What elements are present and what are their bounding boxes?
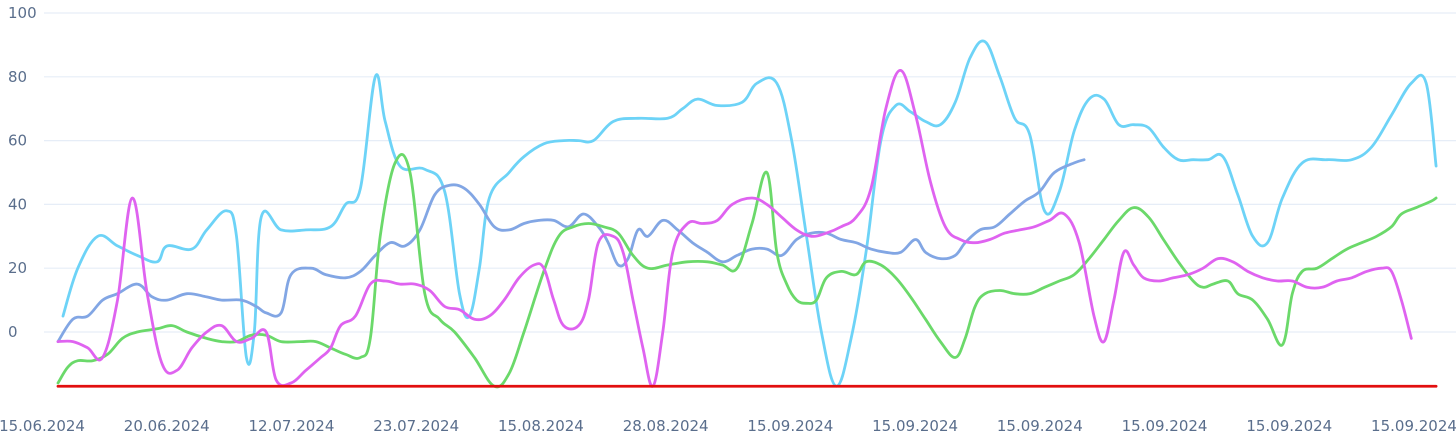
y-tick-label: 20 bbox=[8, 259, 27, 277]
series-line-1 bbox=[61, 39, 1438, 388]
x-tick-label: 15.08.2024 bbox=[498, 417, 584, 435]
x-tick-label: 15.09.2024 bbox=[1371, 417, 1456, 435]
x-tick-label: 15.09.2024 bbox=[872, 417, 958, 435]
x-tick-label: 28.08.2024 bbox=[623, 417, 709, 435]
series-line-3 bbox=[56, 153, 1438, 389]
x-axis-ticks: 15.06.2024 20.06.2024 12.07.2024 23.07.2024… bbox=[0, 417, 1456, 435]
y-tick-label: 40 bbox=[8, 195, 27, 213]
x-tick-label: 15.06.2024 bbox=[0, 417, 85, 435]
grid-lines bbox=[44, 12, 1456, 333]
y-axis-ticks: 0 20 40 60 80 100 bbox=[8, 4, 37, 341]
x-tick-label: 23.07.2024 bbox=[373, 417, 459, 435]
x-tick-label: 15.09.2024 bbox=[1246, 417, 1332, 435]
y-tick-label: 80 bbox=[8, 68, 27, 86]
y-tick-label: 60 bbox=[8, 132, 27, 150]
series-lines bbox=[56, 39, 1438, 389]
y-tick-label: 100 bbox=[8, 4, 37, 22]
x-tick-label: 15.09.2024 bbox=[997, 417, 1083, 435]
x-tick-label: 15.09.2024 bbox=[747, 417, 833, 435]
x-tick-label: 20.06.2024 bbox=[124, 417, 210, 435]
series-line-2 bbox=[56, 158, 1086, 343]
x-tick-label: 15.09.2024 bbox=[1122, 417, 1208, 435]
series-line-4 bbox=[56, 69, 1413, 388]
x-tick-label: 12.07.2024 bbox=[249, 417, 335, 435]
y-tick-label: 0 bbox=[8, 323, 18, 341]
